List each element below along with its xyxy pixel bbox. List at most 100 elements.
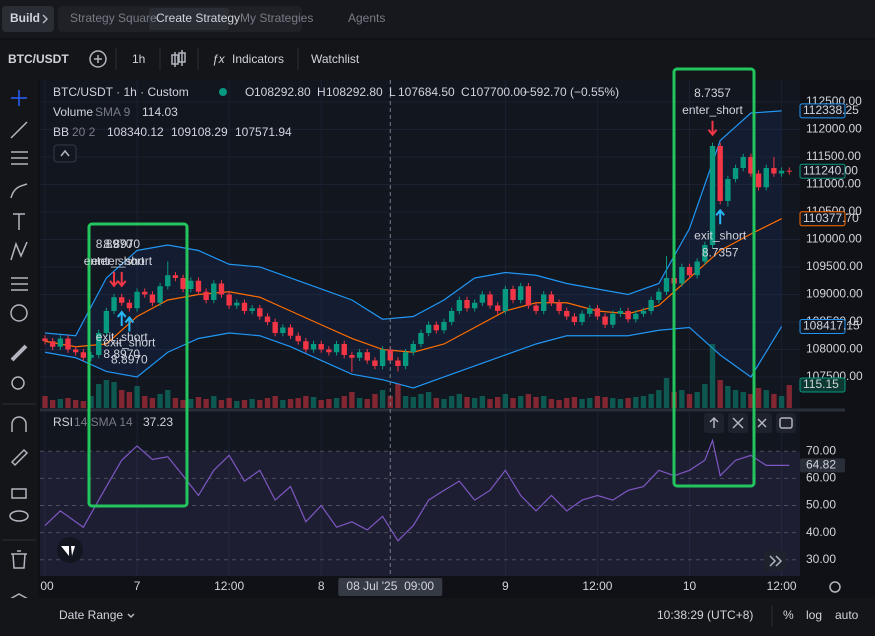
candle-body — [49, 341, 56, 347]
interval[interactable]: 1h — [132, 52, 145, 66]
candle-body — [471, 302, 478, 309]
candle-body — [188, 280, 194, 289]
signal-value: 8.8970 — [103, 347, 140, 361]
candle-body — [126, 302, 133, 309]
volume-bar — [287, 399, 294, 408]
candle-body — [732, 167, 739, 179]
volume-bar — [717, 380, 723, 408]
candle-body — [564, 310, 570, 317]
lock-drawing-tool[interactable] — [10, 448, 29, 467]
crosshair-tool[interactable] — [11, 90, 27, 106]
magnet-tool[interactable] — [11, 416, 27, 432]
candle-body — [295, 335, 301, 342]
volume-bar — [786, 384, 792, 408]
collapse-icon — [60, 149, 70, 157]
percent-toggle[interactable]: % — [783, 608, 794, 622]
volume-bar — [564, 398, 570, 408]
watchlist-button[interactable]: Watchlist — [311, 52, 360, 66]
brush-tool[interactable] — [10, 183, 28, 199]
volume-bar — [533, 397, 539, 408]
agents-link[interactable]: Agents — [348, 11, 385, 25]
candle-body — [778, 170, 785, 174]
candle-body — [310, 343, 317, 350]
collapse-button[interactable] — [53, 144, 77, 163]
volume-bar — [640, 396, 647, 408]
candle-body — [318, 343, 324, 350]
clock: 10:38:29 (UTC+8) — [657, 608, 753, 622]
volume-bar — [295, 398, 301, 408]
candle-body — [479, 294, 486, 303]
candle-body — [272, 321, 278, 333]
volume-bar — [502, 394, 509, 408]
volume-bar — [425, 392, 432, 408]
tab[interactable]: Strategy Square — [70, 11, 157, 25]
tab[interactable]: My Strategies — [240, 11, 313, 25]
candle-body — [556, 302, 562, 311]
volume-bar — [725, 386, 731, 408]
pattern-tool[interactable] — [10, 241, 28, 261]
build-tab[interactable] — [2, 6, 54, 32]
axes: 107500.00108000.00108500.00109000.001095… — [40, 80, 863, 596]
zoom-tool[interactable] — [11, 376, 25, 390]
trendline-tool[interactable] — [10, 121, 28, 139]
lock-tool[interactable] — [11, 488, 27, 499]
signal-value: 8.8970 — [111, 353, 148, 367]
restore-button[interactable] — [776, 413, 796, 433]
x-tick-label: 10 — [683, 579, 697, 593]
tool-icons — [8, 90, 30, 610]
price-tag-label: 111240.00 — [803, 163, 858, 177]
add-symbol[interactable] — [89, 50, 107, 68]
settings-button[interactable] — [829, 581, 841, 593]
trash-tool[interactable] — [11, 550, 27, 569]
build-label[interactable]: Build — [10, 11, 40, 25]
bb-legend-value: 109108.29 — [171, 125, 228, 139]
candle-body — [740, 156, 746, 168]
rsi-legend-value: 37.23 — [143, 415, 173, 429]
indicators-button[interactable]: Indicators — [232, 52, 284, 66]
log-toggle[interactable]: log — [806, 608, 822, 622]
candle-body — [755, 173, 762, 188]
candle-body — [694, 261, 700, 276]
price-tag-label: 110377.70 — [803, 211, 859, 225]
candle-body — [96, 332, 102, 355]
crosshair-label: 08 Jul '25 09:00 — [346, 579, 434, 593]
volume-bar — [126, 392, 133, 408]
x-tick-label: 00 — [40, 579, 54, 593]
volume-bar — [341, 396, 347, 408]
candle-body — [418, 332, 424, 344]
signal-name: exit_short — [96, 330, 149, 344]
y-tick-label: 109500.00 — [806, 259, 863, 273]
prediction-tool[interactable] — [11, 277, 28, 291]
fib-tool[interactable] — [11, 151, 28, 165]
volume-legend-name: Volume — [53, 105, 93, 119]
exit-arrow — [116, 310, 127, 327]
auto-toggle[interactable]: auto — [835, 608, 859, 622]
active-tab — [149, 8, 229, 30]
volume-bar — [456, 394, 463, 408]
measure-tool[interactable] — [10, 344, 28, 362]
text-tool[interactable] — [13, 213, 25, 230]
candle-body — [65, 338, 71, 350]
icon-tool[interactable] — [10, 304, 28, 322]
signal-name: enter_short — [682, 103, 743, 117]
volume-bar — [172, 398, 179, 408]
volume-bar — [326, 399, 332, 408]
logo[interactable] — [57, 537, 83, 563]
volume-bar — [763, 390, 769, 408]
candle-body — [341, 343, 347, 355]
tab[interactable]: Create Strategy — [156, 11, 240, 25]
candle-body — [157, 286, 163, 303]
date-range-button[interactable]: Date Range — [59, 608, 123, 622]
bb-legend-params: 20 2 — [72, 125, 96, 139]
volume-bar — [541, 396, 547, 408]
dropdown-icon — [127, 613, 135, 619]
volume-bar — [771, 394, 777, 408]
signal-value: 8.7357 — [694, 86, 731, 100]
candle-body — [640, 310, 647, 314]
candle-body — [42, 338, 48, 342]
chart-type-icon[interactable] — [171, 50, 186, 67]
rsi-tick-label: 70.00 — [806, 443, 836, 457]
visibility-tool[interactable] — [9, 510, 29, 522]
symbol[interactable]: BTC/USDT — [8, 52, 69, 66]
candle-body — [510, 288, 516, 300]
